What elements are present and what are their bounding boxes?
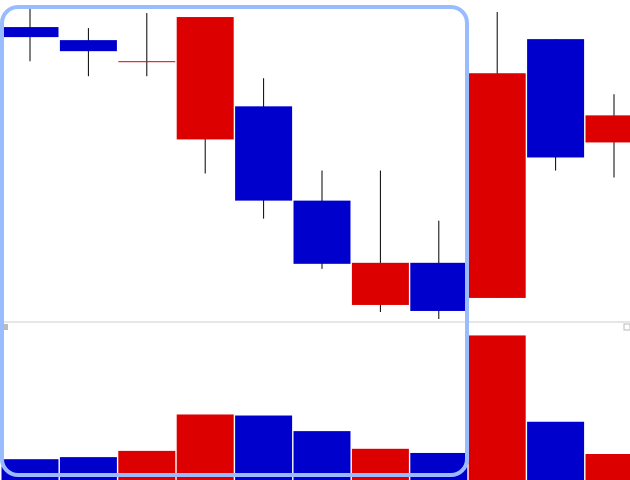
candle-body <box>527 39 585 158</box>
volume-panel-marker-right <box>623 323 630 331</box>
candle-body <box>410 262 468 311</box>
volume-panel <box>1 335 630 480</box>
candle-body <box>59 40 117 52</box>
volume-bar <box>176 414 234 480</box>
volume-bar <box>235 415 293 480</box>
candle-body <box>468 73 526 298</box>
candle-body <box>118 61 176 63</box>
selection-highlight[interactable] <box>0 5 469 477</box>
volume-bar <box>527 421 585 480</box>
price-panel <box>1 7 630 319</box>
volume-bar <box>293 431 351 480</box>
volume-bar <box>468 335 526 480</box>
candle-body <box>235 106 293 201</box>
candle-body <box>585 115 630 143</box>
candle-body <box>293 200 351 264</box>
candle-body <box>351 262 409 305</box>
volume-panel-marker <box>2 324 8 330</box>
candle-body <box>1 27 59 38</box>
candle-body <box>176 17 234 140</box>
volume-bar <box>585 454 630 480</box>
